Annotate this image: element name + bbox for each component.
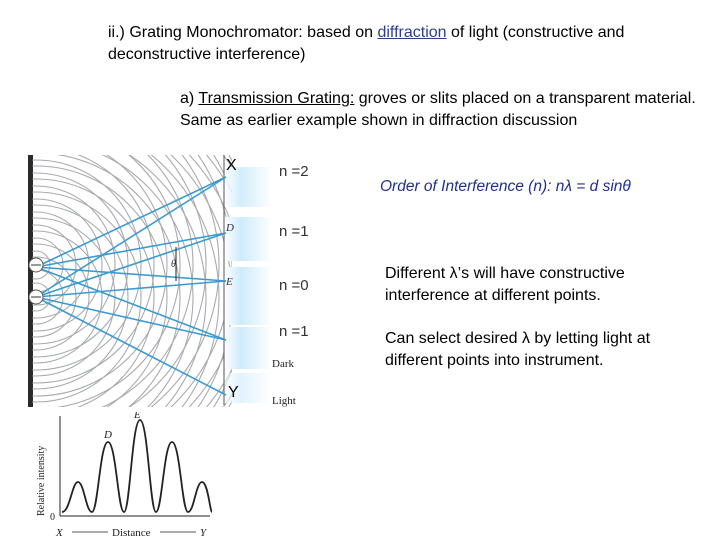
- dark-label: Dark: [272, 358, 294, 370]
- peak-d-label: D: [103, 429, 112, 441]
- wavefront-arc: [32, 172, 129, 358]
- wavefront-arc: [32, 198, 103, 332]
- order-label-n1-bottom: n =1: [279, 323, 309, 340]
- note-select-wavelength: Can select desired λ by letting light at…: [385, 330, 651, 369]
- wavefront-arc: [32, 211, 90, 319]
- wavefront-arc: [128, 155, 207, 407]
- transmission-grating-point: a) Transmission Grating: groves or slits…: [180, 88, 700, 132]
- bright-band-bottom: [224, 373, 272, 403]
- bright-band-n1-top: [224, 217, 272, 261]
- wavefront-arc: [32, 191, 142, 403]
- order-label-n0: n =0: [279, 277, 309, 294]
- theta-label: θ: [171, 259, 176, 270]
- x-label: X: [226, 157, 237, 174]
- diffraction-pattern-figure: θ D E Dark Light: [28, 155, 296, 407]
- heading-prefix: ii.) Grating Monochromator: based on: [108, 24, 378, 41]
- wavefront-arc: [32, 224, 77, 306]
- plot-x-start: X: [55, 527, 64, 539]
- bright-band-n1-bottom: [224, 327, 272, 369]
- subpoint-prefix: a): [180, 90, 199, 107]
- bright-band-n2: [224, 167, 272, 207]
- peak-e-label: E: [133, 412, 141, 421]
- wavefront-arc: [32, 256, 77, 338]
- plot-origin: 0: [50, 512, 55, 523]
- subpoint-term: Transmission Grating:: [198, 90, 355, 107]
- grating-bar: [28, 155, 33, 407]
- wavefront-arc: [32, 155, 168, 397]
- wavefront-arc: [150, 155, 220, 407]
- wavefront-arc: [150, 155, 220, 407]
- subpoint-text: groves or slits placed on a transparent …: [180, 90, 696, 129]
- wavefront-arc: [56, 155, 181, 407]
- intensity-curve: [61, 419, 213, 513]
- order-label-n1-top: n =1: [279, 223, 309, 240]
- light-label: Light: [272, 395, 296, 407]
- wavefront-arc: [32, 159, 142, 371]
- note-constructive: Different λ’s will have constructive int…: [385, 265, 625, 304]
- wavefront-arc: [32, 165, 168, 407]
- wavefront-arc: [101, 155, 194, 407]
- order-formula: Order of Interference (n): nλ = d sinθ: [380, 178, 631, 195]
- intensity-plot: D E 0 X Distance Y Relative intensity: [36, 412, 213, 539]
- plot-x-axis-label: Distance: [112, 527, 151, 539]
- wavefront-arc: [32, 204, 129, 390]
- bright-band-n0: [224, 267, 272, 325]
- wavefront-arc: [101, 155, 194, 407]
- wavefront-arc: [56, 155, 181, 407]
- point-e-label: E: [225, 276, 233, 288]
- slide-heading: ii.) Grating Monochromator: based on dif…: [108, 22, 708, 66]
- wavefront-arc: [32, 243, 90, 351]
- y-label: Y: [228, 384, 239, 401]
- wavefront-arc: [128, 155, 207, 407]
- wavefront-arc: [32, 185, 116, 345]
- wavefront-arc: [32, 178, 155, 407]
- plot-x-end: Y: [200, 527, 208, 539]
- wavefront-arc: [32, 282, 51, 312]
- order-label-n2: n =2: [279, 163, 309, 180]
- wavefront-arc: [32, 230, 103, 364]
- plot-y-axis-label: Relative intensity: [36, 446, 47, 516]
- wavefront-arc: [32, 155, 155, 384]
- heading-suffix: of light (constructive and deconstructiv…: [108, 24, 625, 63]
- diffraction-rays: [35, 176, 227, 396]
- point-d-label: D: [225, 222, 234, 234]
- diffraction-link[interactable]: diffraction: [377, 24, 447, 41]
- wavefront-arcs: [32, 155, 232, 407]
